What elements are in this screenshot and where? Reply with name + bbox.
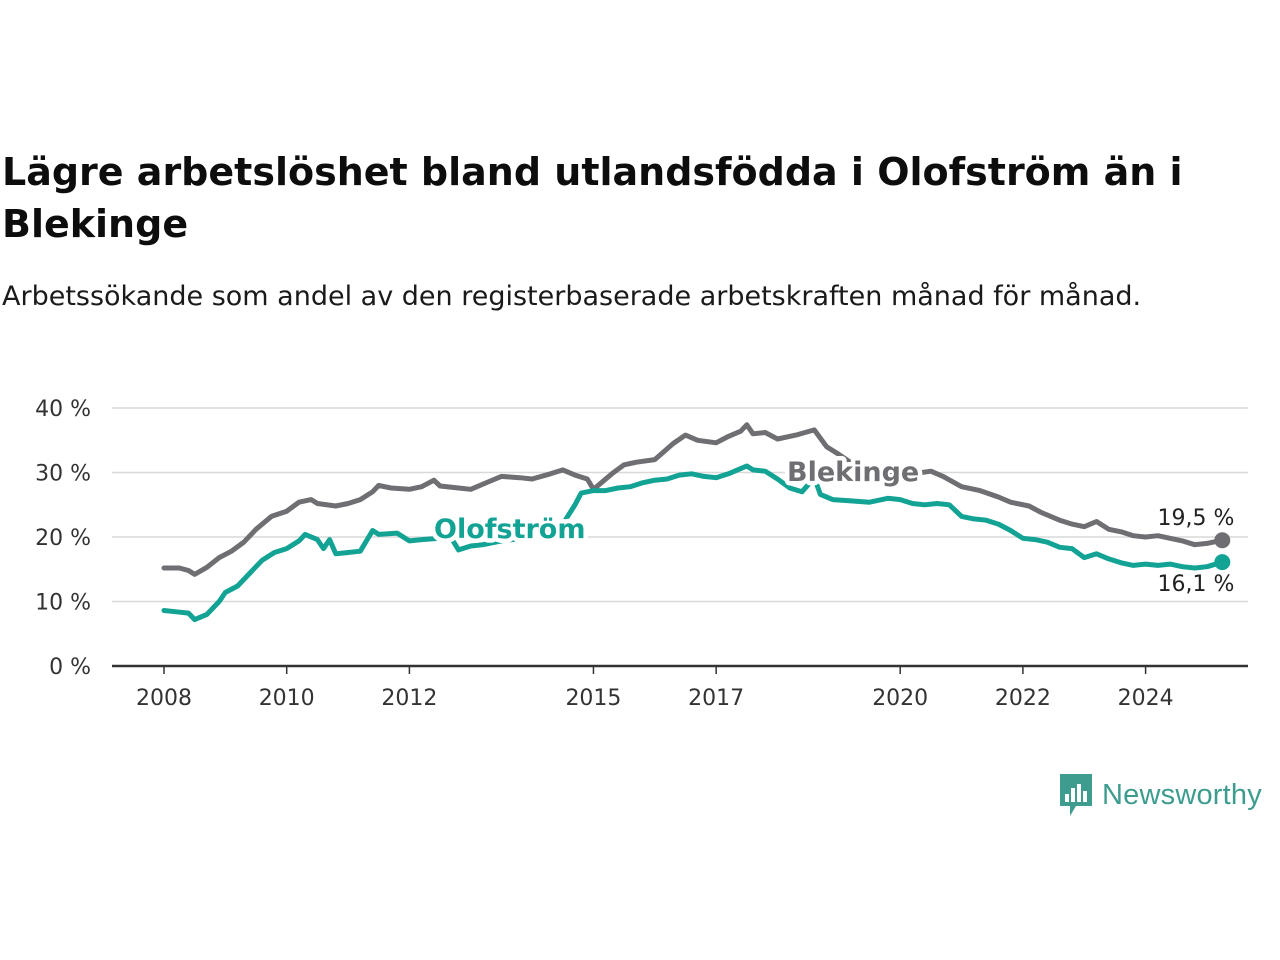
series-name-label: Blekinge xyxy=(787,457,919,488)
x-tick-label: 2010 xyxy=(259,686,315,711)
end-value-label: 19,5 % xyxy=(1158,506,1235,531)
y-tick-label: 20 % xyxy=(35,526,91,551)
end-value-halo: 19,5 % xyxy=(1158,506,1235,531)
series-name-label: Olofström xyxy=(434,514,585,545)
chart-subtitle: Arbetssökande som andel av den registerb… xyxy=(2,281,1142,312)
series-end-point xyxy=(1214,554,1231,571)
x-tick-label: 2012 xyxy=(381,686,437,711)
end-value-halo: 16,1 % xyxy=(1158,572,1235,597)
x-tick-label: 2024 xyxy=(1118,686,1174,711)
series-lines xyxy=(161,422,1231,623)
chart-title: Lägre arbetslöshet bland utlandsfödda i … xyxy=(2,150,1183,246)
line-chart: 0 % 10 % 20 % 30 % 40 % 2008 2010 2012 2015 2017… xyxy=(35,397,1248,711)
series-end-point xyxy=(1214,532,1231,549)
x-axis: 2008 2010 2012 2015 2017 2020 2022 2024 xyxy=(112,664,1248,711)
x-tick-label: 2015 xyxy=(565,686,621,711)
newsworthy-logo: Newsworthy xyxy=(1058,772,1262,818)
series-line-blekinge xyxy=(161,422,1225,577)
series-line-olofström xyxy=(161,463,1225,623)
x-tick-label: 2020 xyxy=(872,686,928,711)
end-value-label: 16,1 % xyxy=(1158,572,1235,597)
y-axis-labels: 0 % 10 % 20 % 30 % 40 % xyxy=(35,397,91,680)
y-tick-label: 10 % xyxy=(35,591,91,616)
x-tick-label: 2008 xyxy=(136,686,192,711)
y-tick-label: 0 % xyxy=(49,655,91,680)
newsworthy-logo-icon xyxy=(1060,774,1092,816)
y-tick-label: 40 % xyxy=(35,397,91,422)
x-tick-label: 2017 xyxy=(688,686,744,711)
newsworthy-logo-text: Newsworthy xyxy=(1102,778,1262,811)
series-name-halo: Blekinge xyxy=(787,457,919,488)
series-name-halo: Olofström xyxy=(434,514,585,545)
x-tick-label: 2022 xyxy=(995,686,1051,711)
y-tick-label: 30 % xyxy=(35,462,91,487)
